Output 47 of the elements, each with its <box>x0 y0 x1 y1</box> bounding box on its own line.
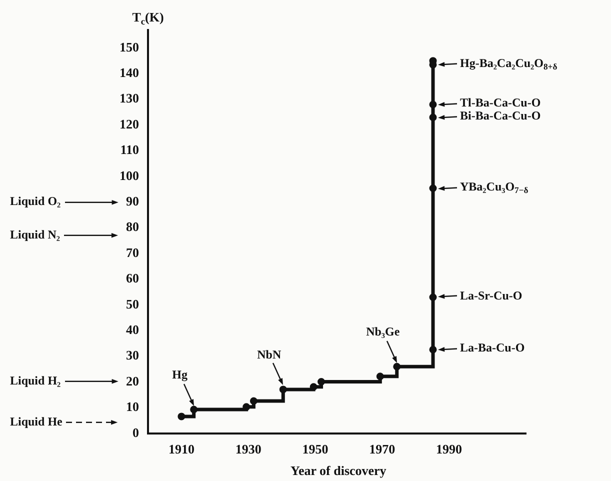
annotation: Bi-Ba-Ca-Cu-O <box>460 108 541 122</box>
y-tick-label: 140 <box>120 65 139 80</box>
annotation: Hg <box>172 368 188 382</box>
y-tick-label: 60 <box>126 270 139 286</box>
y-tick-label: 30 <box>126 348 139 363</box>
ref-line-label: Liquid N₂ <box>10 228 60 242</box>
point <box>190 406 198 414</box>
ref-line-label: Liquid He <box>10 414 64 429</box>
point <box>318 378 326 386</box>
x-tick-label: 1930 <box>235 442 262 457</box>
y-tick-label: 90 <box>126 194 139 209</box>
point <box>429 114 437 122</box>
y-tick-label: 110 <box>120 142 139 158</box>
y-tick-label: 0 <box>132 424 139 440</box>
point <box>429 100 437 108</box>
x-axis-title: Year of discovery <box>290 462 387 478</box>
point <box>376 372 384 380</box>
annotation: Nb₃Ge <box>366 324 400 339</box>
point <box>429 293 437 301</box>
annotation: La-Sr-Cu-O <box>460 288 522 302</box>
point <box>250 397 258 405</box>
point <box>310 383 318 391</box>
point <box>242 403 250 411</box>
x-tick-label: 1990 <box>436 442 462 457</box>
y-tick-label: 100 <box>120 168 139 183</box>
y-tick-label: 130 <box>120 90 139 106</box>
point <box>393 362 401 370</box>
annotation: La-Ba-Cu-O <box>460 340 525 355</box>
annotation: Tl-Ba-Ca-Cu-O <box>460 96 541 110</box>
annotation: NbN <box>257 348 282 362</box>
x-tick-label: 1910 <box>168 442 194 457</box>
point <box>279 386 287 394</box>
point <box>429 184 437 192</box>
x-tick-label: 1950 <box>302 442 328 457</box>
ref-line-label: Liquid O₂ <box>10 194 62 208</box>
y-tick-label: 40 <box>126 322 139 337</box>
y-tick-label: 50 <box>126 296 139 312</box>
point <box>429 346 437 354</box>
y-tick-label: 120 <box>120 116 139 132</box>
y-tick-label: 70 <box>126 244 139 260</box>
y-tick-label: 80 <box>126 219 139 234</box>
ref-line-label: Liquid H₂ <box>10 373 62 388</box>
x-tick-label: 1970 <box>369 442 396 457</box>
y-tick-label: 10 <box>126 399 139 414</box>
point <box>178 412 186 420</box>
y-tick-label: 20 <box>126 373 139 388</box>
y-tick-label: 150 <box>120 39 139 54</box>
